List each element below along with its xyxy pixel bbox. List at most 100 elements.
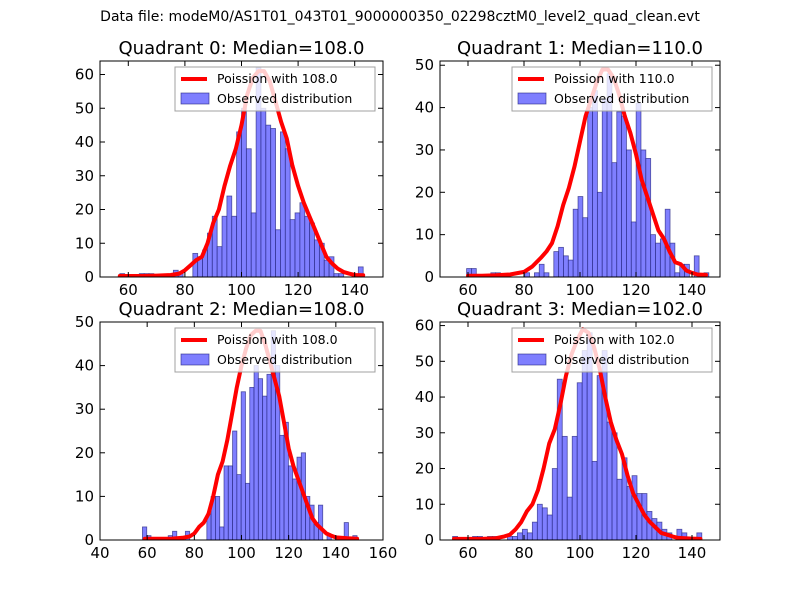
histogram-bar xyxy=(265,124,272,277)
histogram-bar xyxy=(626,485,633,540)
x-tick-label: 80 xyxy=(514,281,533,299)
subplot-quadrant-2: 40 60 80 100 120 140 160 0 10 20 30 40 50 Quadrant 2:… xyxy=(75,299,397,562)
histogram-bar xyxy=(512,536,518,540)
histogram-bar xyxy=(531,521,538,540)
histogram-bar xyxy=(266,373,272,540)
y-tick-label: 50 xyxy=(75,99,94,117)
y-tick-label: 40 xyxy=(75,133,94,151)
legend-label-poisson: Poission with 102.0 xyxy=(554,332,675,347)
histogram-bar xyxy=(563,255,569,277)
legend-label-observed: Observed distribution xyxy=(217,352,352,367)
x-tick-label: 100 xyxy=(227,281,256,299)
histogram-bar xyxy=(226,195,233,277)
histogram-bar xyxy=(223,465,229,540)
histogram-bar xyxy=(541,507,548,540)
histogram-bar xyxy=(279,434,285,540)
histogram-bar xyxy=(357,266,364,277)
histogram-bar xyxy=(232,430,238,540)
histogram-bar xyxy=(227,465,233,540)
legend-label-poisson: Poission with 108.0 xyxy=(217,332,338,347)
histogram-bar xyxy=(645,158,652,277)
histogram-bar xyxy=(318,504,324,540)
histogram-bar xyxy=(536,503,543,540)
histogram-bar xyxy=(236,474,242,540)
histogram-bar xyxy=(611,432,618,540)
y-tick-label: 50 xyxy=(75,313,94,331)
histogram-bar xyxy=(240,391,246,540)
histogram-bar xyxy=(524,272,530,277)
y-tick-label: 30 xyxy=(75,400,94,418)
histogram-bar xyxy=(296,456,302,540)
y-tick-label: 20 xyxy=(415,183,434,201)
histogram-bar xyxy=(601,98,608,277)
legend-label-poisson: Poission with 110.0 xyxy=(554,71,675,86)
histogram-bar xyxy=(567,259,574,277)
histogram-bar xyxy=(221,215,228,277)
x-tick-label: 60 xyxy=(458,544,477,562)
histogram-bar xyxy=(516,532,523,540)
y-tick-label: 50 xyxy=(415,352,434,370)
histogram-bar xyxy=(241,107,247,277)
y-tick-label: 30 xyxy=(75,167,94,185)
histogram-bar xyxy=(616,111,623,277)
histogram-bar xyxy=(262,395,268,540)
figure-suptitle: Data file: modeM0/AS1T01_043T01_90000003… xyxy=(100,9,700,25)
subplot-title: Quadrant 2: Median=108.0 xyxy=(119,299,365,320)
histogram-bar xyxy=(287,465,294,540)
x-tick-label: 60 xyxy=(458,281,477,299)
y-tick-label: 40 xyxy=(75,357,94,375)
y-tick-label: 0 xyxy=(84,268,94,286)
x-tick-label: 160 xyxy=(369,544,398,562)
histogram-bar xyxy=(561,435,568,540)
histogram-bar xyxy=(546,514,553,540)
histogram-bar xyxy=(631,475,638,540)
histogram-bar xyxy=(650,234,656,277)
histogram-bar xyxy=(543,272,550,277)
histogram-bar xyxy=(270,128,276,277)
y-tick-label: 0 xyxy=(424,531,434,549)
subplot-quadrant-1: 60 80 100 120 140 0 10 20 30 40 50 Quadrant 1: Medi… xyxy=(415,38,721,299)
x-tick-label: 60 xyxy=(138,544,157,562)
y-tick-label: 30 xyxy=(415,141,434,159)
histogram-bar xyxy=(616,478,623,540)
histogram-bar xyxy=(471,268,477,277)
histogram-bar xyxy=(606,421,613,540)
subplot-quadrant-0: 60 80 100 120 140 0 10 20 30 40 50 60 Quadrant 0: Me… xyxy=(75,38,384,299)
histogram-bar xyxy=(289,219,296,277)
y-tick-label: 10 xyxy=(415,495,434,513)
histogram-bar xyxy=(693,255,700,277)
y-tick-label: 40 xyxy=(415,388,434,406)
plot-area xyxy=(142,328,360,540)
plot-area xyxy=(452,327,703,540)
x-tick-label: 100 xyxy=(227,544,256,562)
subplot-title: Quadrant 1: Median=110.0 xyxy=(457,38,703,59)
histogram-bar xyxy=(280,131,286,277)
y-tick-label: 30 xyxy=(415,424,434,442)
x-tick-label: 140 xyxy=(322,544,351,562)
legend-label-poisson: Poission with 108.0 xyxy=(217,71,338,86)
histogram-bar xyxy=(566,496,573,540)
y-tick-label: 0 xyxy=(84,531,94,549)
x-tick-label: 140 xyxy=(678,281,707,299)
x-tick-label: 140 xyxy=(678,544,707,562)
x-tick-label: 60 xyxy=(119,281,138,299)
histogram-bar xyxy=(236,131,242,277)
x-tick-label: 40 xyxy=(90,544,109,562)
histogram-bar xyxy=(249,386,255,540)
legend-bar-swatch xyxy=(180,92,210,105)
y-tick-label: 20 xyxy=(415,460,434,478)
histogram-bar xyxy=(571,435,578,540)
histogram-bar xyxy=(611,162,618,277)
subplot-quadrant-3: 60 80 100 120 140 0 10 20 30 40 50 60 Quadrant 3: Me… xyxy=(415,299,721,562)
histogram-bar xyxy=(640,149,647,277)
y-tick-label: 60 xyxy=(415,317,434,335)
x-tick-label: 120 xyxy=(284,281,313,299)
histogram-bar xyxy=(526,532,533,540)
histogram-bar xyxy=(257,378,264,540)
x-tick-label: 140 xyxy=(340,281,369,299)
x-tick-label: 100 xyxy=(566,281,595,299)
y-tick-label: 40 xyxy=(415,99,434,117)
histogram-bar xyxy=(245,148,252,277)
y-tick-label: 20 xyxy=(75,201,94,219)
